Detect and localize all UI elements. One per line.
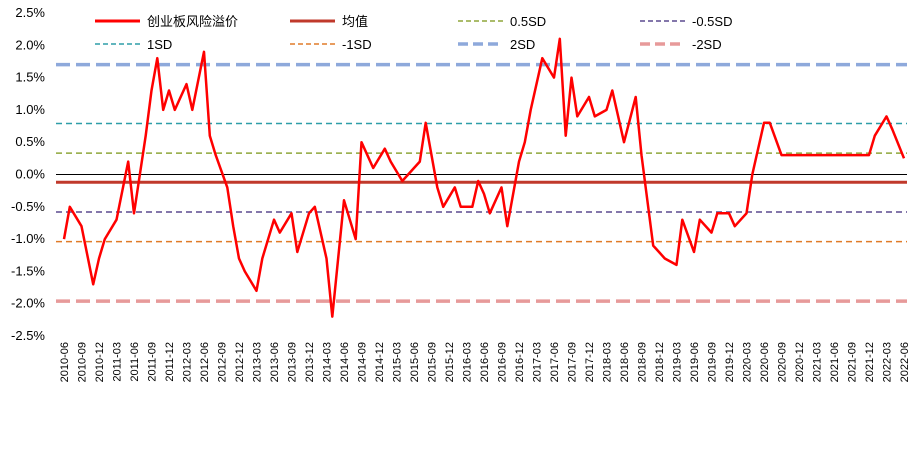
y-tick-label: -1.0% xyxy=(11,231,45,246)
y-tick-label: -2.5% xyxy=(11,328,45,343)
x-tick-label: 2016-12 xyxy=(514,342,526,382)
x-tick-label: 2019-12 xyxy=(724,342,736,382)
x-tick-label: 2019-03 xyxy=(672,342,684,382)
legend-label: -0.5SD xyxy=(692,14,732,29)
x-tick-label: 2017-06 xyxy=(549,342,561,382)
x-tick-label: 2018-09 xyxy=(637,342,649,382)
series-lines xyxy=(62,37,906,318)
x-tick-label: 2012-06 xyxy=(199,342,211,382)
x-tick-label: 2017-09 xyxy=(567,342,579,382)
legend-label: 2SD xyxy=(510,37,535,52)
x-tick-label: 2020-09 xyxy=(777,342,789,382)
y-tick-label: -0.5% xyxy=(11,199,45,214)
x-tick-label: 2015-09 xyxy=(427,342,439,382)
x-tick-label: 2013-09 xyxy=(287,342,299,382)
y-tick-label: -2.0% xyxy=(11,296,45,311)
reference-lines xyxy=(56,62,907,303)
y-tick-label: 0.5% xyxy=(15,134,45,149)
x-tick-label: 2014-09 xyxy=(357,342,369,382)
y-tick-label: 2.0% xyxy=(15,37,45,52)
y-tick-label: 0.0% xyxy=(15,167,45,182)
x-tick-label: 2017-12 xyxy=(584,342,596,382)
x-tick-label: 2010-06 xyxy=(59,342,71,382)
x-tick-label: 2016-09 xyxy=(497,342,509,382)
x-tick-label: 2011-12 xyxy=(164,342,176,382)
y-tick-label: 2.5% xyxy=(15,5,45,20)
x-tick-label: 2021-06 xyxy=(829,342,841,382)
legend-label: 创业板风险溢价 xyxy=(147,14,238,29)
x-tick-label: 2018-12 xyxy=(654,342,666,382)
x-tick-label: 2012-12 xyxy=(234,342,246,382)
x-tick-label: 2019-06 xyxy=(689,342,701,382)
x-tick-label: 2013-03 xyxy=(252,342,264,382)
y-tick-label: -1.5% xyxy=(11,263,45,278)
x-tick-label: 2016-06 xyxy=(479,342,491,382)
x-tick-label: 2011-09 xyxy=(147,342,159,382)
x-tick-label: 2021-09 xyxy=(847,342,859,382)
x-tick-label: 2019-09 xyxy=(707,342,719,382)
x-tick-label: 2013-12 xyxy=(304,342,316,382)
x-tick-label: 2017-03 xyxy=(532,342,544,382)
legend: 创业板风险溢价 均值 0.5SD -0.5SD 1SD -1SD 2SD -2SD xyxy=(95,14,732,52)
legend-label: 0.5SD xyxy=(510,14,546,29)
x-tick-label: 2015-06 xyxy=(409,342,421,382)
x-axis: 2010-06 2010-09 2010-12 2011-03 2011-06 2011-… xyxy=(59,342,911,382)
series-line-risk-premium xyxy=(62,37,906,318)
legend-label: 1SD xyxy=(147,37,172,52)
x-tick-label: 2014-06 xyxy=(339,342,351,382)
legend-label: -1SD xyxy=(342,37,372,52)
x-tick-label: 2011-06 xyxy=(129,342,141,382)
x-tick-label: 2010-09 xyxy=(77,342,89,382)
y-axis: 2.5% 2.0% 1.5% 1.0% 0.5% 0.0% -0.5% -1.0% -1.5% -… xyxy=(11,5,45,343)
x-tick-label: 2012-09 xyxy=(217,342,229,382)
x-tick-label: 2020-12 xyxy=(794,342,806,382)
x-tick-label: 2020-06 xyxy=(759,342,771,382)
x-tick-label: 2022-06 xyxy=(899,342,911,382)
x-tick-label: 2010-12 xyxy=(94,342,106,382)
x-tick-label: 2021-12 xyxy=(864,342,876,382)
legend-label: 均值 xyxy=(342,14,368,29)
x-tick-label: 2016-03 xyxy=(462,342,474,382)
x-tick-label: 2015-12 xyxy=(444,342,456,382)
x-tick-label: 2018-06 xyxy=(619,342,631,382)
x-tick-label: 2014-03 xyxy=(322,342,334,382)
y-tick-label: 1.5% xyxy=(15,70,45,85)
x-tick-label: 2014-12 xyxy=(374,342,386,382)
legend-label: -2SD xyxy=(692,37,722,52)
x-tick-label: 2022-03 xyxy=(882,342,894,382)
y-tick-label: 1.0% xyxy=(15,102,45,117)
x-tick-label: 2020-03 xyxy=(742,342,754,382)
x-tick-label: 2015-03 xyxy=(392,342,404,382)
x-tick-label: 2011-03 xyxy=(112,342,124,382)
x-tick-label: 2013-06 xyxy=(269,342,281,382)
x-tick-label: 2012-03 xyxy=(182,342,194,382)
x-tick-label: 2021-03 xyxy=(812,342,824,382)
x-tick-label: 2018-03 xyxy=(602,342,614,382)
